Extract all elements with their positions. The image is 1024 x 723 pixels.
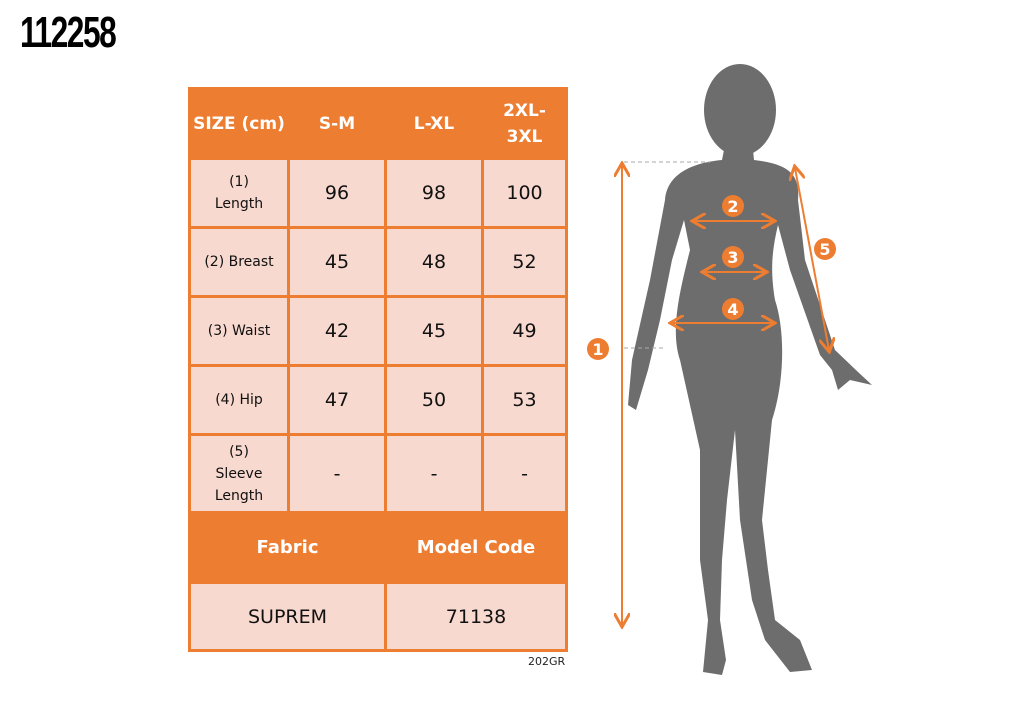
header-row: SIZE (cm) S-M L-XL 2XL-3XL [188,87,568,160]
marker-4: 4 [722,298,744,320]
cell: - [287,433,387,514]
table-row: (3) Waist 42 45 49 [188,295,568,367]
cell: 100 [481,157,568,229]
table-row: (5) Sleeve Length - - - [188,433,568,514]
marker-2: 2 [722,195,744,217]
header-l-xl: L-XL [384,87,484,160]
cell: 96 [287,157,387,229]
footer-row: SUPREM 71138 [188,581,568,652]
header-size: SIZE (cm) [188,87,290,160]
marker-1: 1 [587,338,609,360]
cell: 49 [481,295,568,367]
cell: 45 [287,226,387,298]
product-code: 112258 [20,8,117,57]
table-row: (2) Breast 45 48 52 [188,226,568,298]
size-chart-table: SIZE (cm) S-M L-XL 2XL-3XL (1) Length 96… [188,87,568,652]
cell: 42 [287,295,387,367]
marker-5: 5 [814,238,836,260]
model-code-value: 71138 [384,581,568,652]
header-fabric: Fabric [188,511,387,584]
silhouette-figure [628,64,872,675]
header-2xl-3xl: 2XL-3XL [481,87,568,160]
cell: 50 [384,364,484,436]
cell: 47 [287,364,387,436]
header-model-code: Model Code [384,511,568,584]
row-label: (3) Waist [188,295,290,367]
footnote: 202GR [528,655,566,668]
row-label: (1) Length [188,157,290,229]
fabric-value: SUPREM [188,581,387,652]
marker-3-label: 3 [727,248,738,267]
marker-2-label: 2 [727,197,738,216]
cell: 52 [481,226,568,298]
table-row: (1) Length 96 98 100 [188,157,568,229]
footer-header-row: Fabric Model Code [188,511,568,584]
row-label: (5) Sleeve Length [188,433,290,514]
cell: - [384,433,484,514]
row-label: (4) Hip [188,364,290,436]
cell: - [481,433,568,514]
cell: 53 [481,364,568,436]
cell: 45 [384,295,484,367]
cell: 48 [384,226,484,298]
table-row: (4) Hip 47 50 53 [188,364,568,436]
marker-1-label: 1 [592,340,603,359]
row-label: (2) Breast [188,226,290,298]
sleeve-arrow [795,168,829,350]
marker-4-label: 4 [727,300,738,319]
marker-5-label: 5 [819,240,830,259]
marker-3: 3 [722,246,744,268]
cell: 98 [384,157,484,229]
header-s-m: S-M [287,87,387,160]
